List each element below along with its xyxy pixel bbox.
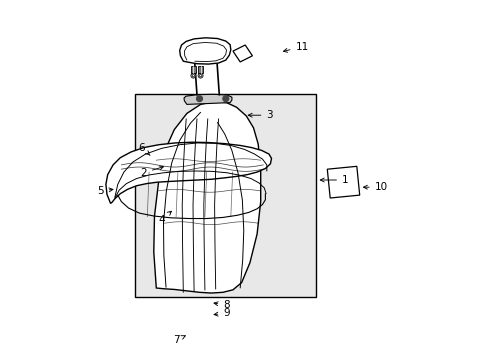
Text: 2: 2 (140, 166, 163, 178)
Text: 5: 5 (97, 186, 113, 196)
Text: 3: 3 (248, 110, 272, 120)
Polygon shape (326, 166, 359, 198)
Text: 8: 8 (214, 300, 229, 310)
Circle shape (199, 75, 201, 77)
Polygon shape (190, 66, 196, 73)
Polygon shape (183, 94, 231, 104)
Circle shape (223, 96, 228, 102)
Text: 10: 10 (363, 182, 387, 192)
Polygon shape (232, 45, 252, 62)
Circle shape (190, 73, 196, 78)
Text: 4: 4 (158, 211, 171, 225)
Circle shape (196, 96, 202, 102)
Polygon shape (153, 102, 260, 293)
Polygon shape (106, 142, 271, 203)
Polygon shape (134, 94, 316, 297)
Polygon shape (198, 66, 203, 73)
Text: 7: 7 (172, 335, 185, 345)
Text: 1: 1 (320, 175, 348, 185)
Circle shape (198, 73, 203, 78)
Text: 11: 11 (283, 42, 308, 52)
Circle shape (192, 75, 194, 77)
Text: 6: 6 (138, 143, 150, 156)
Polygon shape (179, 38, 230, 64)
Text: 9: 9 (214, 308, 229, 318)
